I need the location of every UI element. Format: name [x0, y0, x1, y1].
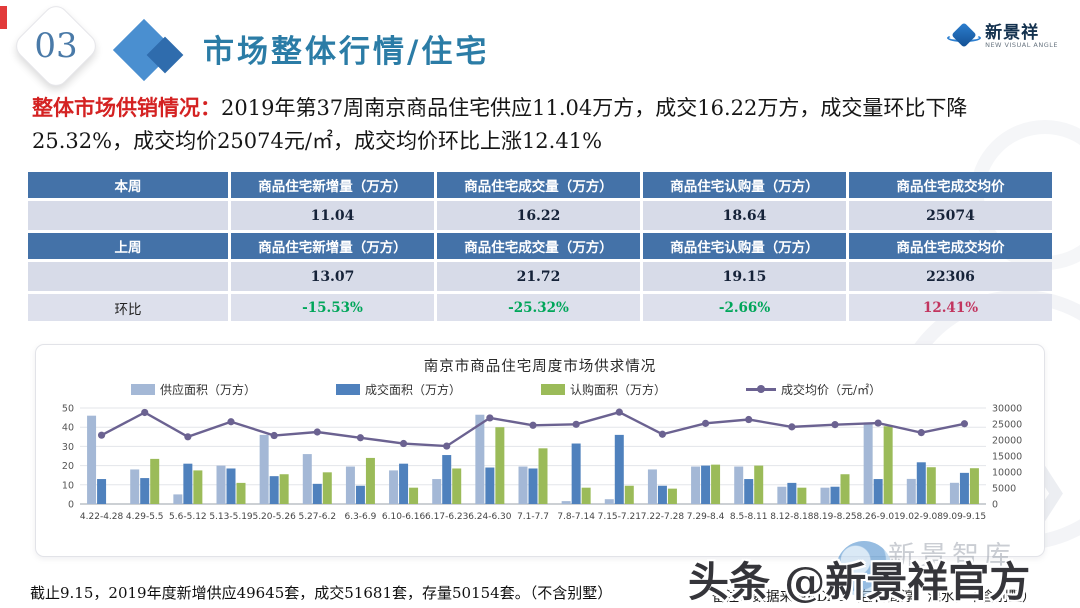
wow-avg-price: 12.41%: [849, 294, 1052, 321]
legend-item: 成交均价（元/㎡）: [746, 381, 881, 398]
svg-text:5.6-5.12: 5.6-5.12: [169, 512, 207, 522]
row-header-this-week: 本周: [28, 172, 228, 198]
svg-text:30000: 30000: [992, 404, 1022, 415]
col-header-deal-volume: 商品住宅成交量（万方）: [437, 172, 640, 198]
last-week-deal-volume: 21.72: [437, 262, 640, 291]
summary-lead-label: 整体市场供销情况：: [32, 95, 221, 120]
svg-text:9.02-9.08: 9.02-9.08: [900, 512, 944, 522]
svg-text:8.26-9.01: 8.26-9.01: [856, 512, 899, 522]
wow-new-supply: -15.53%: [231, 294, 434, 321]
table-cell-empty: [28, 262, 228, 291]
svg-text:8.5-8.11: 8.5-8.11: [730, 512, 768, 522]
col-header-subscription: 商品住宅认购量（万方）: [643, 172, 846, 198]
company-logo-subtitle: NEW VISUAL ANGLE: [985, 41, 1058, 50]
company-logo-icon: [947, 22, 982, 50]
svg-text:0: 0: [992, 500, 998, 511]
svg-text:15000: 15000: [992, 452, 1022, 463]
footer-summary-text: 截止9.15，2019年度新增供应49645套，成交51681套，存量50154…: [30, 584, 613, 602]
svg-text:5000: 5000: [992, 484, 1016, 495]
row-header-wow: 环比: [28, 294, 228, 321]
last-week-new-supply: 13.07: [231, 262, 434, 291]
svg-text:7.22-7.28: 7.22-7.28: [641, 512, 685, 522]
col-header-avg-price: 商品住宅成交均价: [849, 233, 1052, 259]
svg-text:10: 10: [62, 480, 74, 491]
col-header-avg-price: 商品住宅成交均价: [849, 172, 1052, 198]
svg-text:4.22-4.28: 4.22-4.28: [80, 512, 124, 522]
svg-text:20: 20: [62, 461, 74, 472]
company-logo-name: 新景祥: [985, 23, 1040, 44]
this-week-new-supply: 11.04: [231, 201, 434, 230]
this-week-avg-price: 25074: [849, 201, 1052, 230]
legend-swatch: [541, 383, 566, 395]
section-number: 03: [34, 26, 78, 66]
page-title: 市场整体行情/住宅: [203, 34, 490, 70]
svg-text:5.20-5.26: 5.20-5.26: [252, 512, 296, 522]
legend-swatch: [336, 383, 361, 395]
svg-text:7.29-8.4: 7.29-8.4: [687, 512, 725, 522]
svg-text:40: 40: [62, 423, 74, 434]
svg-text:6.10-6.16: 6.10-6.16: [382, 512, 426, 522]
summary-body-text: 2019年第37周南京商品住宅供应11.04万方，成交16.22万方，成交量环比…: [32, 96, 968, 153]
table-cell-empty: [28, 201, 228, 230]
legend-swatch: [131, 383, 155, 395]
svg-text:0: 0: [68, 500, 74, 511]
chart-title: 南京市商品住宅周度市场供求情况: [423, 359, 657, 375]
legend-line-marker: [746, 384, 777, 394]
legend-item: 供应面积（万方）: [131, 381, 256, 398]
weekly-stats-table: 本周 商品住宅新增量（万方） 商品住宅成交量（万方） 商品住宅认购量（万方） 商…: [28, 172, 1052, 321]
svg-text:8.12-8.18: 8.12-8.18: [770, 512, 814, 522]
svg-text:7.15-7.21: 7.15-7.21: [598, 512, 641, 522]
legend-label: 成交均价（元/㎡）: [781, 382, 882, 397]
col-header-deal-volume: 商品住宅成交量（万方）: [437, 233, 640, 259]
svg-text:25000: 25000: [992, 420, 1022, 431]
svg-text:7.8-7.14: 7.8-7.14: [557, 512, 595, 522]
svg-text:5.27-6.2: 5.27-6.2: [298, 512, 336, 522]
toutiao-watermark: 头条 @新景祥官方: [688, 558, 1031, 606]
col-header-new-supply: 商品住宅新增量（万方）: [231, 233, 434, 259]
col-header-subscription: 商品住宅认购量（万方）: [643, 233, 846, 259]
chart-legend: 供应面积（万方） 成交面积（万方） 认购面积（万方） 成交均价（元/㎡）: [36, 378, 1044, 400]
last-week-subscription: 19.15: [643, 262, 846, 291]
svg-text:4.29-5.5: 4.29-5.5: [126, 512, 164, 522]
svg-text:10000: 10000: [992, 468, 1022, 479]
legend-label: 成交面积（万方）: [365, 382, 462, 397]
this-week-deal-volume: 16.22: [437, 201, 640, 230]
row-header-last-week: 上周: [28, 233, 228, 259]
wow-deal-volume: -25.32%: [437, 294, 640, 321]
svg-text:7.1-7.7: 7.1-7.7: [517, 512, 549, 522]
legend-item: 成交面积（万方）: [336, 381, 461, 398]
red-corner-tab: [0, 6, 7, 29]
footer-data-source-note: 备注：数据来源RDAS（包含高淳、溧水，不含别墅）: [712, 589, 1036, 605]
last-week-avg-price: 22306: [849, 262, 1052, 291]
supply-demand-chart: 0 10 20 30 40 50 0 5000 10000 15000 20000 25000 3000…: [62, 404, 1022, 523]
legend-item: 认购面积（万方）: [541, 381, 666, 398]
svg-text:6.17-6.23: 6.17-6.23: [425, 512, 468, 522]
svg-text:30: 30: [62, 442, 74, 453]
this-week-subscription: 18.64: [643, 201, 846, 230]
svg-text:6.3-6.9: 6.3-6.9: [344, 512, 376, 522]
svg-text:8.19-8.25: 8.19-8.25: [813, 512, 856, 522]
wow-subscription: -2.66%: [643, 294, 846, 321]
legend-label: 供应面积（万方）: [160, 382, 257, 397]
svg-text:5.13-5.19: 5.13-5.19: [209, 512, 253, 522]
svg-text:50: 50: [62, 404, 74, 415]
think-tank-watermark: 新景智库: [888, 541, 1016, 572]
company-logo: 新景祥 NEW VISUAL ANGLE: [947, 22, 1058, 50]
logo-swirl-watermark: [836, 541, 892, 597]
market-summary-paragraph: 整体市场供销情况：2019年第37周南京商品住宅供应11.04万方，成交16.2…: [32, 92, 1054, 157]
legend-label: 认购面积（万方）: [570, 382, 667, 397]
svg-text:6.24-6.30: 6.24-6.30: [468, 512, 512, 522]
svg-text:9.09-9.15: 9.09-9.15: [943, 512, 986, 522]
col-header-new-supply: 商品住宅新增量（万方）: [231, 172, 434, 198]
weekly-supply-demand-chart-panel: 南京市商品住宅周度市场供求情况 供应面积（万方） 成交面积（万方） 认购面积（万方）…: [35, 344, 1045, 557]
svg-text:20000: 20000: [992, 436, 1022, 447]
